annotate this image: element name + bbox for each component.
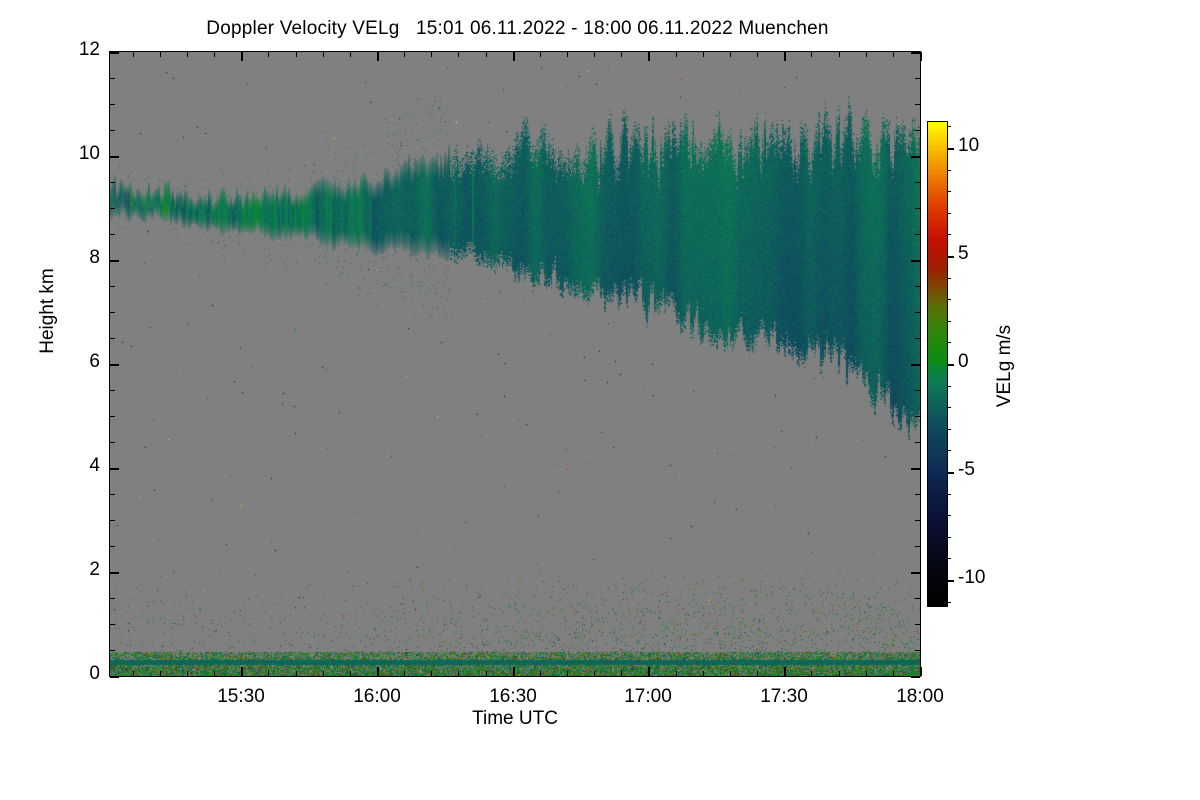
colorbar-gradient[interactable] bbox=[927, 121, 948, 607]
y-tick-label: 4 bbox=[89, 455, 100, 476]
colorbar[interactable] bbox=[927, 121, 948, 607]
y-axis-title: Height km bbox=[37, 268, 58, 354]
colorbar-tick-label: 10 bbox=[958, 135, 980, 156]
x-tick-label: 18:00 bbox=[896, 686, 944, 707]
colorbar-tick-label: 0 bbox=[958, 351, 969, 372]
y-tick-label: 10 bbox=[78, 143, 100, 164]
colorbar-axis-title: VELg m/s bbox=[994, 324, 1015, 408]
x-tick-label: 15:30 bbox=[217, 686, 265, 707]
y-tick-label: 12 bbox=[78, 39, 100, 60]
colorbar-tick-major bbox=[947, 148, 954, 150]
colorbar-tick-label: -10 bbox=[958, 567, 986, 588]
x-tick-label: 16:30 bbox=[489, 686, 537, 707]
y-tick-label: 2 bbox=[89, 559, 100, 580]
colorbar-tick-major bbox=[947, 364, 954, 366]
y-tick-label: 0 bbox=[89, 663, 100, 684]
page-title: Doppler Velocity VELg 15:01 06.11.2022 -… bbox=[206, 18, 829, 39]
x-tick-label: 17:30 bbox=[760, 686, 808, 707]
colorbar-tick-label: -5 bbox=[958, 459, 975, 480]
x-tick-label: 16:00 bbox=[353, 686, 401, 707]
x-tick-label: 17:00 bbox=[624, 686, 672, 707]
colorbar-tick-major bbox=[947, 472, 954, 474]
colorbar-tick-label: 5 bbox=[958, 243, 969, 264]
doppler-velocity-heatmap[interactable] bbox=[110, 52, 920, 676]
colorbar-tick-major bbox=[947, 256, 954, 258]
colorbar-tick-major bbox=[947, 580, 954, 582]
x-axis-title: Time UTC bbox=[472, 708, 558, 729]
heatmap-plot-area[interactable] bbox=[109, 51, 921, 677]
